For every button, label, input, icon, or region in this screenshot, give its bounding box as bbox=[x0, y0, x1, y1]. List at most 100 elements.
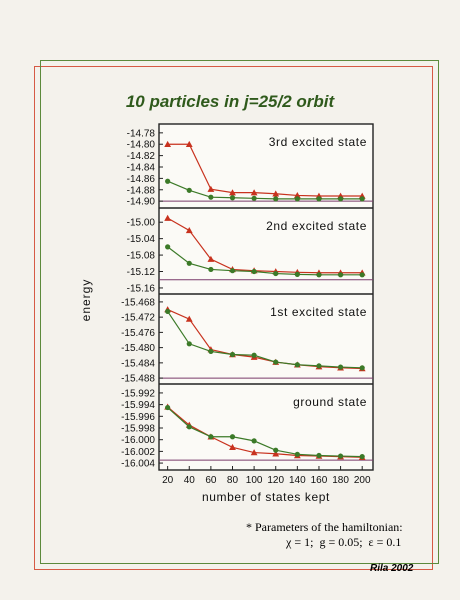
y-tick-label: -15.468 bbox=[121, 297, 155, 308]
x-tick-label: 120 bbox=[267, 475, 284, 486]
data-point-circle bbox=[337, 272, 344, 278]
y-tick-label: -16.004 bbox=[121, 459, 155, 470]
y-tick-label: -15.996 bbox=[121, 412, 155, 423]
data-point-triangle bbox=[229, 189, 236, 196]
y-tick-label: -15.998 bbox=[121, 424, 155, 435]
series-line-green bbox=[167, 311, 363, 369]
x-tick-label: 140 bbox=[289, 475, 306, 486]
data-point-circle bbox=[359, 196, 365, 202]
x-tick-label: 80 bbox=[227, 475, 239, 486]
y-tick-label: -15.476 bbox=[121, 328, 155, 339]
y-tick-label: -16.000 bbox=[121, 435, 155, 446]
x-tick-label: 100 bbox=[246, 475, 263, 486]
panel-label: 1st excited state bbox=[270, 305, 367, 319]
data-point-circle bbox=[165, 308, 171, 315]
param-eps: ε = 0.1 bbox=[368, 535, 402, 549]
data-point-triangle bbox=[164, 214, 172, 221]
x-axis-label: number of states kept bbox=[202, 490, 330, 504]
data-point-circle bbox=[165, 244, 171, 250]
data-point-triangle bbox=[229, 443, 236, 451]
data-point-circle bbox=[273, 447, 279, 453]
data-point-circle bbox=[229, 351, 236, 358]
y-tick-label: -15.00 bbox=[127, 218, 156, 229]
x-tick-label: 40 bbox=[184, 475, 196, 486]
y-tick-label: -14.90 bbox=[127, 197, 156, 208]
x-tick-label: 160 bbox=[311, 475, 328, 486]
panel-label: ground state bbox=[293, 395, 367, 409]
y-tick-label: -15.484 bbox=[121, 358, 155, 369]
data-point-circle bbox=[165, 404, 171, 411]
data-point-circle bbox=[186, 260, 192, 266]
data-point-circle bbox=[337, 453, 344, 459]
data-point-triangle bbox=[250, 449, 258, 456]
data-point-circle bbox=[251, 195, 257, 201]
panel-label: 3rd excited state bbox=[269, 135, 367, 149]
data-point-triangle bbox=[185, 315, 193, 322]
series-line-red bbox=[167, 143, 363, 197]
data-point-circle bbox=[273, 196, 279, 202]
data-point-circle bbox=[294, 196, 300, 202]
data-point-circle bbox=[359, 365, 365, 371]
y-tick-label: -15.992 bbox=[121, 388, 155, 399]
data-point-circle bbox=[208, 348, 214, 355]
data-point-circle bbox=[337, 196, 344, 202]
data-point-triangle bbox=[185, 140, 193, 147]
data-point-circle bbox=[294, 362, 300, 368]
y-tick-label: -14.84 bbox=[127, 163, 156, 174]
plot-frame bbox=[158, 123, 374, 471]
data-point-circle bbox=[229, 434, 236, 440]
data-point-circle bbox=[273, 359, 279, 365]
data-point-circle bbox=[294, 451, 300, 457]
y-tick-label: -16.002 bbox=[121, 447, 155, 458]
data-point-circle bbox=[229, 195, 236, 201]
data-point-circle bbox=[165, 178, 171, 184]
y-tick-label: -15.12 bbox=[127, 267, 156, 278]
outer-frame-red bbox=[34, 66, 433, 570]
y-tick-label: -15.480 bbox=[121, 343, 155, 354]
data-point-circle bbox=[337, 364, 344, 370]
data-point-circle bbox=[208, 266, 214, 273]
data-point-circle bbox=[186, 341, 192, 347]
data-point-triangle bbox=[207, 255, 215, 262]
x-tick-label: 20 bbox=[162, 475, 174, 486]
data-point-circle bbox=[316, 196, 322, 202]
slide-title: 10 particles in j=25/2 orbit bbox=[125, 92, 335, 111]
data-point-triangle bbox=[250, 189, 258, 196]
data-point-triangle bbox=[185, 227, 193, 234]
x-tick-label: 180 bbox=[332, 475, 349, 486]
data-point-circle bbox=[186, 187, 192, 193]
y-tick-label: -15.16 bbox=[127, 283, 156, 294]
data-point-triangle bbox=[207, 185, 215, 192]
data-point-circle bbox=[294, 271, 300, 277]
data-point-circle bbox=[229, 268, 236, 274]
data-point-circle bbox=[208, 194, 214, 200]
series-line-red bbox=[167, 308, 363, 370]
y-tick-label: -15.08 bbox=[127, 251, 156, 262]
series-line-green bbox=[167, 246, 363, 276]
outer-frame-green bbox=[40, 60, 439, 564]
y-axis-label: energy bbox=[79, 279, 93, 322]
footer-credit: Rila 2002 bbox=[370, 563, 414, 574]
data-point-circle bbox=[316, 272, 322, 278]
x-tick-label: 60 bbox=[205, 475, 217, 486]
params-heading: * Parameters of the hamiltonian: bbox=[246, 520, 403, 534]
panel-label: 2nd excited state bbox=[266, 219, 367, 233]
data-point-circle bbox=[208, 434, 214, 440]
hamiltonian-parameters: * Parameters of the hamiltonian: χ = 1; … bbox=[246, 520, 436, 550]
series-line-red bbox=[167, 217, 363, 274]
data-point-circle bbox=[186, 424, 192, 430]
data-point-triangle bbox=[164, 140, 172, 147]
y-tick-label: -15.488 bbox=[121, 374, 155, 385]
y-tick-label: -14.88 bbox=[127, 185, 156, 196]
data-point-circle bbox=[316, 452, 322, 459]
series-line-green bbox=[167, 180, 363, 200]
series-line-green bbox=[167, 407, 363, 458]
data-point-circle bbox=[359, 272, 365, 278]
data-point-circle bbox=[273, 270, 279, 277]
y-tick-label: -14.82 bbox=[127, 151, 156, 162]
param-g: g = 0.05; bbox=[319, 535, 363, 549]
data-point-circle bbox=[251, 438, 257, 444]
data-point-circle bbox=[316, 363, 322, 369]
data-point-triangle bbox=[272, 190, 280, 197]
